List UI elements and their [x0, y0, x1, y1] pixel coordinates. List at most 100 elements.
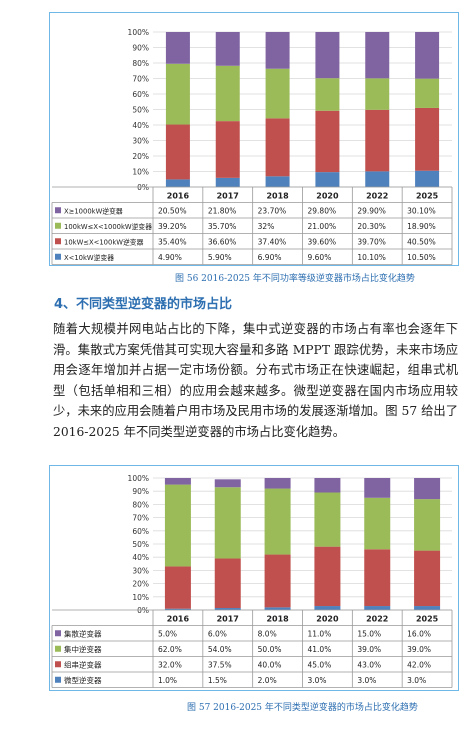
bar-segment — [315, 32, 340, 79]
y-tick-label: 70% — [132, 75, 149, 84]
data-label: 39.0% — [407, 645, 431, 654]
data-label: 35.70% — [208, 222, 237, 231]
y-tick-label: 50% — [132, 106, 149, 115]
bar-segment — [215, 65, 240, 122]
y-tick-label: 60% — [132, 90, 149, 99]
data-label: 3.0% — [308, 676, 327, 685]
data-label: 3.0% — [407, 676, 426, 685]
data-label: 62.0% — [158, 645, 182, 654]
legend-swatch — [55, 238, 61, 245]
data-label: 21.00% — [308, 222, 337, 231]
category-label: 2017 — [217, 191, 239, 200]
bar-segment — [415, 107, 440, 171]
legend-label: 集散逆变器 — [64, 628, 102, 638]
legend-swatch — [55, 645, 61, 652]
bar-segment — [214, 608, 241, 610]
category-label: 2022 — [366, 614, 388, 623]
data-label: 42.0% — [407, 660, 431, 669]
y-tick-label: 40% — [132, 553, 149, 562]
bar-segment — [365, 32, 390, 79]
data-label: 4.90% — [158, 253, 182, 262]
bar-segment — [214, 558, 241, 609]
legend-label: 集中逆变器 — [64, 644, 102, 654]
chart-inverter-type: 0% 10% 20% 30% 40% 50% 60% 70% 80% 90% 100% 2016 201… — [49, 465, 459, 691]
y-tick-label: 10% — [132, 593, 149, 602]
bar-segment — [265, 118, 290, 177]
data-label: 16.0% — [407, 629, 431, 638]
y-tick-label: 70% — [132, 514, 149, 523]
data-label: 40.50% — [407, 237, 436, 246]
data-label: 37.40% — [258, 237, 287, 246]
data-label: 6.90% — [258, 253, 282, 262]
legend-swatch — [55, 222, 61, 229]
bar-segment — [314, 546, 341, 607]
y-tick-label: 60% — [132, 527, 149, 536]
y-tick-label: 100% — [128, 474, 149, 483]
category-label: 2018 — [266, 614, 289, 623]
data-label: 5.90% — [208, 253, 232, 262]
data-label: 10.50% — [407, 253, 436, 262]
data-label: 3.0% — [357, 676, 376, 685]
data-label: 9.60% — [308, 253, 332, 262]
y-tick-label: 10% — [132, 168, 149, 177]
data-label: 23.70% — [258, 206, 287, 215]
y-tick-label: 0% — [137, 183, 149, 192]
legend-label: 10kW≤X<100kW逆变器 — [64, 237, 144, 246]
bar-segment — [414, 499, 441, 551]
bar-segment — [365, 78, 390, 110]
bar-segment — [214, 479, 241, 488]
data-label: 10.10% — [357, 253, 386, 262]
bar-segment — [314, 478, 341, 493]
bar-segment — [164, 484, 191, 567]
chart-inverter-type-svg: 0% 10% 20% 30% 40% 50% 60% 70% 80% 90% 100% 2016 201… — [51, 474, 453, 688]
data-label: 1.5% — [208, 676, 227, 685]
bar-segment — [164, 608, 191, 610]
category-label: 2022 — [366, 191, 388, 200]
data-label: 54.0% — [208, 645, 232, 654]
bar-segment — [314, 606, 341, 610]
bar-segment — [364, 478, 391, 498]
bar-segment — [265, 32, 290, 69]
category-label: 2016 — [167, 614, 190, 623]
y-tick-label: 20% — [132, 580, 149, 589]
bar-segment — [314, 492, 341, 547]
bar-segment — [215, 32, 240, 66]
bar-segment — [215, 121, 240, 178]
bar-segment — [315, 110, 340, 173]
legend-swatch — [55, 207, 61, 214]
category-label: 2018 — [266, 191, 289, 200]
y-tick-label: 40% — [132, 121, 149, 130]
bar-segment — [265, 68, 290, 119]
legend-swatch — [55, 661, 61, 668]
data-label: 8.0% — [258, 629, 277, 638]
data-label: 1.0% — [158, 676, 177, 685]
data-label: 39.0% — [357, 645, 381, 654]
data-label: 39.60% — [308, 237, 337, 246]
y-tick-label: 50% — [132, 540, 149, 549]
category-label: 2025 — [416, 614, 439, 623]
legend-swatch — [55, 253, 61, 260]
section-heading: 4、不同类型逆变器的市场占比 — [54, 297, 233, 312]
data-label: 29.90% — [357, 206, 386, 215]
legend-label: 组串逆变器 — [64, 659, 102, 669]
category-label: 2020 — [316, 614, 339, 623]
bar-segment — [165, 179, 190, 187]
y-tick-label: 20% — [132, 152, 149, 161]
data-label: 32.0% — [158, 660, 182, 669]
y-tick-label: 0% — [137, 606, 149, 615]
bar-segment — [264, 488, 291, 555]
data-label: 43.0% — [357, 660, 381, 669]
data-label: 11.0% — [308, 629, 332, 638]
category-label: 2017 — [217, 614, 239, 623]
data-label: 20.30% — [357, 222, 386, 231]
bar-segment — [414, 606, 441, 610]
bar-segment — [414, 550, 441, 607]
bar-segment — [365, 171, 390, 187]
y-tick-label: 80% — [132, 59, 149, 68]
legend-swatch — [55, 630, 61, 637]
y-tick-label: 90% — [132, 487, 149, 496]
data-label: 39.20% — [158, 222, 187, 231]
section-paragraph: 随着大规模并网电站占比的下降，集中式逆变器的市场占有率也会逐年下滑。集散式方案凭… — [53, 322, 458, 439]
data-label: 50.0% — [258, 645, 282, 654]
bar-segment — [415, 78, 440, 108]
